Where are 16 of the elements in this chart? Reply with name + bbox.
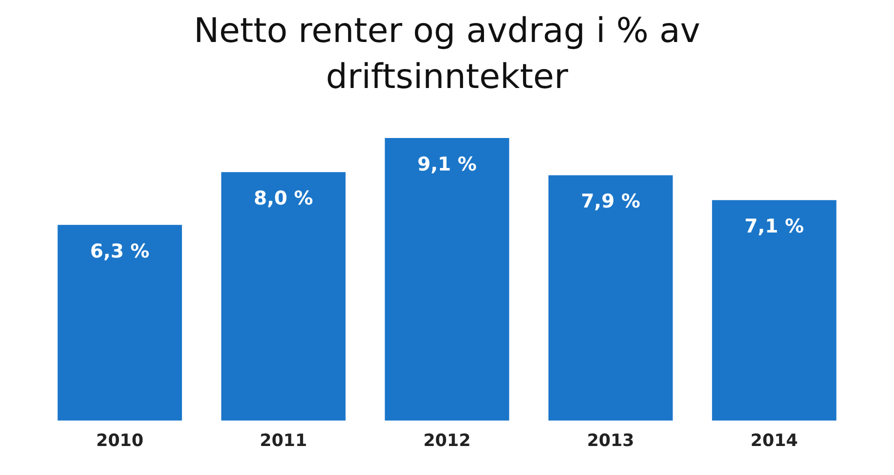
bar (384, 138, 510, 421)
data-label: 7,9 % (580, 190, 640, 213)
bar (221, 172, 346, 421)
data-label: 8,0 % (254, 188, 314, 210)
x-tick-label: 2013 (586, 431, 634, 452)
bar (712, 200, 836, 421)
x-tick-label: 2010 (96, 431, 144, 452)
x-tick-label: 2012 (423, 431, 471, 452)
x-tick-label: 2011 (260, 431, 308, 452)
chart-title: Netto renter og avdrag i % av driftsinntekter (192, 10, 702, 99)
x-tick-label: 2014 (750, 431, 798, 452)
data-label: 7,1 % (744, 216, 804, 238)
bar (548, 175, 673, 421)
bar (58, 224, 182, 421)
data-label: 6,3 % (90, 240, 150, 262)
data-label: 9,1 % (417, 153, 477, 176)
